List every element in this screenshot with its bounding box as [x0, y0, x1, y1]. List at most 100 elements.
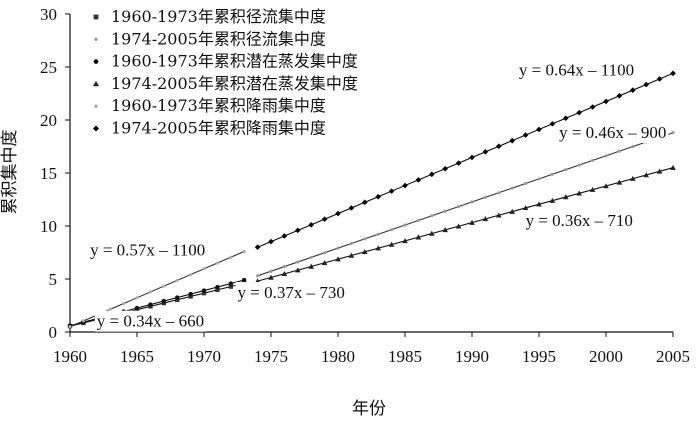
data-point: [376, 232, 380, 236]
data-point: [537, 177, 541, 181]
equation-label-bg: [235, 282, 347, 304]
data-point: [363, 237, 367, 241]
data-point: [443, 209, 447, 213]
data-point: [108, 307, 112, 311]
data-point: [522, 205, 529, 211]
data-point: [375, 245, 381, 251]
data-point: [254, 244, 261, 250]
y-tick-label: 10: [40, 217, 57, 236]
x-tick-label: 1995: [522, 347, 556, 366]
data-point: [482, 149, 489, 155]
data-point: [335, 256, 341, 262]
trendline-equation: y = 0.36x – 710: [526, 211, 633, 230]
x-tick-label: 1960: [53, 347, 87, 366]
data-point: [256, 274, 260, 278]
x-tick-label: 1975: [254, 347, 288, 366]
data-point: [390, 228, 394, 232]
data-point: [442, 227, 448, 233]
data-point: [321, 216, 328, 222]
data-point: [522, 132, 529, 138]
data-point: [295, 267, 301, 273]
data-point: [469, 154, 475, 161]
legend-marker: [93, 14, 99, 20]
data-point: [201, 288, 207, 293]
legend-label: 1974-2005年累积潜在蒸发集中度: [111, 74, 358, 93]
data-point: [576, 190, 582, 196]
axes: 1960 1965 1970 1975 1980 1985 1990 1995 2000 2005…: [40, 5, 690, 366]
y-tick-label: 0: [49, 323, 58, 342]
data-point: [161, 298, 166, 304]
y-axis-title: 累积集中度: [0, 130, 20, 215]
data-point: [536, 201, 542, 207]
data-point: [577, 163, 581, 167]
data-point: [430, 214, 434, 218]
data-point: [591, 158, 595, 162]
data-point: [549, 197, 556, 203]
data-point: [321, 260, 328, 266]
data-point: [617, 149, 621, 153]
data-point: [336, 246, 340, 250]
data-point: [416, 218, 420, 222]
data-point: [509, 208, 515, 214]
data-point: [148, 302, 153, 307]
data-point: [189, 273, 193, 277]
data-point: [175, 278, 179, 282]
data-point: [349, 241, 353, 246]
trendline-equation: y = 0.37x – 730: [238, 283, 345, 302]
data-point: [630, 175, 636, 181]
data-point: [215, 284, 220, 290]
data-point: [415, 177, 422, 183]
data-point: [188, 294, 193, 299]
data-point: [415, 234, 422, 240]
trendline-equations: y = 0.64x – 1100 y = 0.46x – 900 y = 0.36x…: [88, 59, 669, 332]
legend-label: 1960-1973年累积潜在蒸发集中度: [111, 52, 358, 71]
data-point: [656, 168, 663, 174]
data-point: [589, 186, 596, 192]
data-point: [215, 261, 219, 265]
data-point: [550, 172, 554, 176]
trendline: [257, 167, 674, 282]
data-point: [134, 305, 140, 311]
equation-label-bg: [94, 310, 207, 332]
data-point: [497, 191, 501, 195]
legend-label: 1974-2005年累积降雨集中度: [111, 119, 326, 138]
data-point: [242, 249, 246, 253]
data-point: [670, 164, 676, 170]
data-point: [616, 92, 623, 99]
data-point: [631, 145, 635, 149]
data-point: [589, 104, 596, 110]
x-tick-label: 1965: [120, 347, 154, 366]
x-tick-label: 2000: [589, 347, 623, 366]
legend-marker: [94, 104, 98, 108]
data-point: [470, 200, 474, 204]
data-point: [269, 269, 273, 273]
data-point: [482, 216, 489, 222]
legend-label: 1960-1973年累积径流集中度: [111, 7, 326, 26]
data-point: [375, 193, 381, 200]
data-point: [268, 238, 274, 245]
data-point: [362, 249, 368, 255]
data-point: [228, 281, 233, 286]
data-point: [455, 223, 462, 229]
data-point: [496, 143, 502, 150]
x-tick-label: 1970: [187, 347, 221, 366]
data-point: [68, 325, 72, 329]
data-point: [348, 205, 355, 211]
data-point: [296, 260, 300, 264]
y-tick-label: 15: [40, 164, 57, 183]
data-point: [229, 255, 233, 259]
trendline: [257, 72, 674, 248]
data-point: [148, 290, 152, 294]
x-tick-label: 1990: [455, 347, 489, 366]
x-axis-title: 年份: [352, 399, 386, 419]
data-point: [388, 241, 395, 247]
y-tick-label: 30: [40, 5, 57, 24]
data-point: [630, 87, 636, 93]
legend-marker: [93, 125, 99, 132]
data-point: [215, 287, 220, 293]
data-point: [122, 302, 126, 306]
legend-marker: [93, 59, 99, 64]
x-tick-label: 2005: [656, 347, 690, 366]
data-point: [308, 263, 314, 269]
